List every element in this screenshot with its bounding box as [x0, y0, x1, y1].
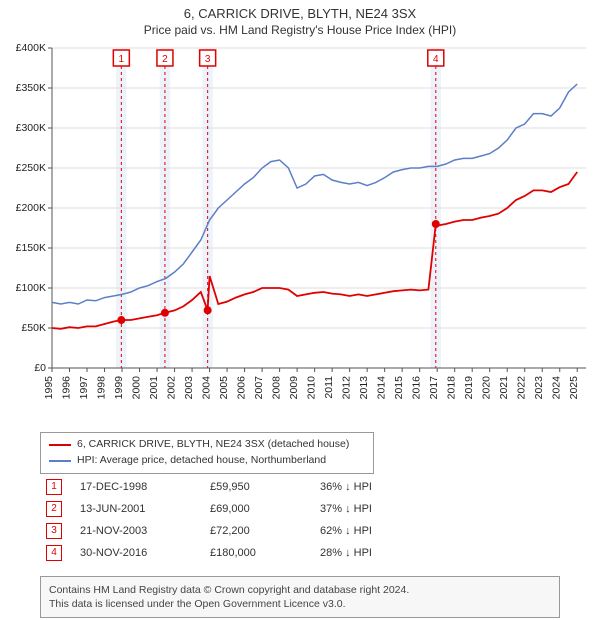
event-price: £69,000	[204, 498, 314, 520]
event-marker: 2	[46, 501, 62, 517]
svg-text:£0: £0	[34, 362, 46, 374]
event-date: 21-NOV-2003	[74, 520, 204, 542]
svg-text:2011: 2011	[323, 376, 335, 399]
svg-text:2004: 2004	[201, 376, 213, 400]
svg-text:£250K: £250K	[16, 162, 46, 174]
events-table: 1 17-DEC-1998£59,95036% ↓ HPI 2 13-JUN-2001…	[40, 476, 560, 564]
svg-text:2002: 2002	[166, 376, 178, 400]
legend-label-property: 6, CARRICK DRIVE, BLYTH, NE24 3SX (detac…	[77, 437, 349, 453]
svg-text:2017: 2017	[428, 376, 440, 400]
event-row: 1 17-DEC-1998£59,95036% ↓ HPI	[40, 476, 560, 498]
svg-text:4: 4	[433, 54, 439, 65]
line-chart-svg: 1 2 3 4 £0 £50K £100K £150K £200K £250K £300K £350K…	[8, 44, 592, 424]
arrow-down-icon: ↓	[345, 503, 351, 515]
svg-text:2024: 2024	[551, 376, 563, 400]
event-date: 17-DEC-1998	[74, 476, 204, 498]
svg-text:2008: 2008	[271, 376, 283, 400]
svg-text:2023: 2023	[533, 376, 545, 400]
svg-text:2019: 2019	[463, 376, 475, 400]
event-date: 30-NOV-2016	[74, 542, 204, 564]
svg-text:£300K: £300K	[16, 122, 46, 134]
svg-text:2009: 2009	[288, 376, 300, 400]
svg-text:£400K: £400K	[16, 44, 46, 54]
svg-text:2003: 2003	[183, 376, 195, 400]
svg-text:£50K: £50K	[21, 322, 46, 334]
svg-text:2014: 2014	[376, 376, 388, 400]
svg-text:2022: 2022	[516, 376, 528, 400]
event-row: 4 30-NOV-2016£180,00028% ↓ HPI	[40, 542, 560, 564]
arrow-down-icon: ↓	[345, 525, 351, 537]
svg-text:2001: 2001	[148, 376, 160, 400]
event-marker: 4	[46, 545, 62, 561]
svg-text:1998: 1998	[96, 376, 108, 400]
svg-text:2012: 2012	[341, 376, 353, 400]
svg-text:1995: 1995	[43, 376, 55, 400]
event-date: 13-JUN-2001	[74, 498, 204, 520]
svg-text:2: 2	[162, 54, 168, 65]
svg-text:2018: 2018	[446, 376, 458, 400]
event-row: 3 21-NOV-2003£72,20062% ↓ HPI	[40, 520, 560, 542]
svg-text:1997: 1997	[78, 376, 90, 400]
arrow-down-icon: ↓	[345, 547, 351, 559]
svg-text:1999: 1999	[113, 376, 125, 400]
svg-text:2020: 2020	[481, 376, 493, 400]
event-price: £59,950	[204, 476, 314, 498]
event-delta: 37% ↓ HPI	[314, 498, 560, 520]
svg-text:2015: 2015	[393, 376, 405, 400]
svg-text:2010: 2010	[306, 376, 318, 400]
footer-line1: Contains HM Land Registry data © Crown c…	[49, 583, 551, 597]
legend: 6, CARRICK DRIVE, BLYTH, NE24 3SX (detac…	[40, 432, 374, 474]
svg-text:2005: 2005	[218, 376, 230, 400]
event-delta: 36% ↓ HPI	[314, 476, 560, 498]
chart-subtitle: Price paid vs. HM Land Registry's House …	[0, 21, 600, 41]
legend-row-property: 6, CARRICK DRIVE, BLYTH, NE24 3SX (detac…	[49, 437, 365, 453]
legend-row-hpi: HPI: Average price, detached house, Nort…	[49, 453, 365, 469]
event-row: 2 13-JUN-2001£69,00037% ↓ HPI	[40, 498, 560, 520]
event-marker: 1	[46, 479, 62, 495]
svg-text:2000: 2000	[131, 376, 143, 400]
svg-text:£200K: £200K	[16, 202, 46, 214]
event-marker: 3	[46, 523, 62, 539]
svg-text:1996: 1996	[61, 376, 73, 400]
svg-text:£100K: £100K	[16, 282, 46, 294]
legend-swatch-hpi	[49, 460, 71, 462]
arrow-down-icon: ↓	[345, 481, 351, 493]
legend-swatch-property	[49, 444, 71, 446]
svg-text:2007: 2007	[253, 376, 265, 400]
chart-title: 6, CARRICK DRIVE, BLYTH, NE24 3SX	[0, 0, 600, 21]
svg-text:1: 1	[119, 54, 125, 65]
legend-label-hpi: HPI: Average price, detached house, Nort…	[77, 453, 326, 469]
svg-text:2025: 2025	[568, 376, 580, 400]
attribution-footer: Contains HM Land Registry data © Crown c…	[40, 576, 560, 618]
svg-text:2021: 2021	[498, 376, 510, 400]
chart-area: 1 2 3 4 £0 £50K £100K £150K £200K £250K £300K £350K…	[8, 44, 592, 424]
event-price: £72,200	[204, 520, 314, 542]
svg-text:2016: 2016	[411, 376, 423, 400]
event-delta: 28% ↓ HPI	[314, 542, 560, 564]
event-delta: 62% ↓ HPI	[314, 520, 560, 542]
svg-text:2006: 2006	[236, 376, 248, 400]
svg-text:3: 3	[205, 54, 211, 65]
svg-text:£350K: £350K	[16, 82, 46, 94]
svg-text:2013: 2013	[358, 376, 370, 400]
footer-line2: This data is licensed under the Open Gov…	[49, 597, 551, 611]
svg-text:£150K: £150K	[16, 242, 46, 254]
event-price: £180,000	[204, 542, 314, 564]
